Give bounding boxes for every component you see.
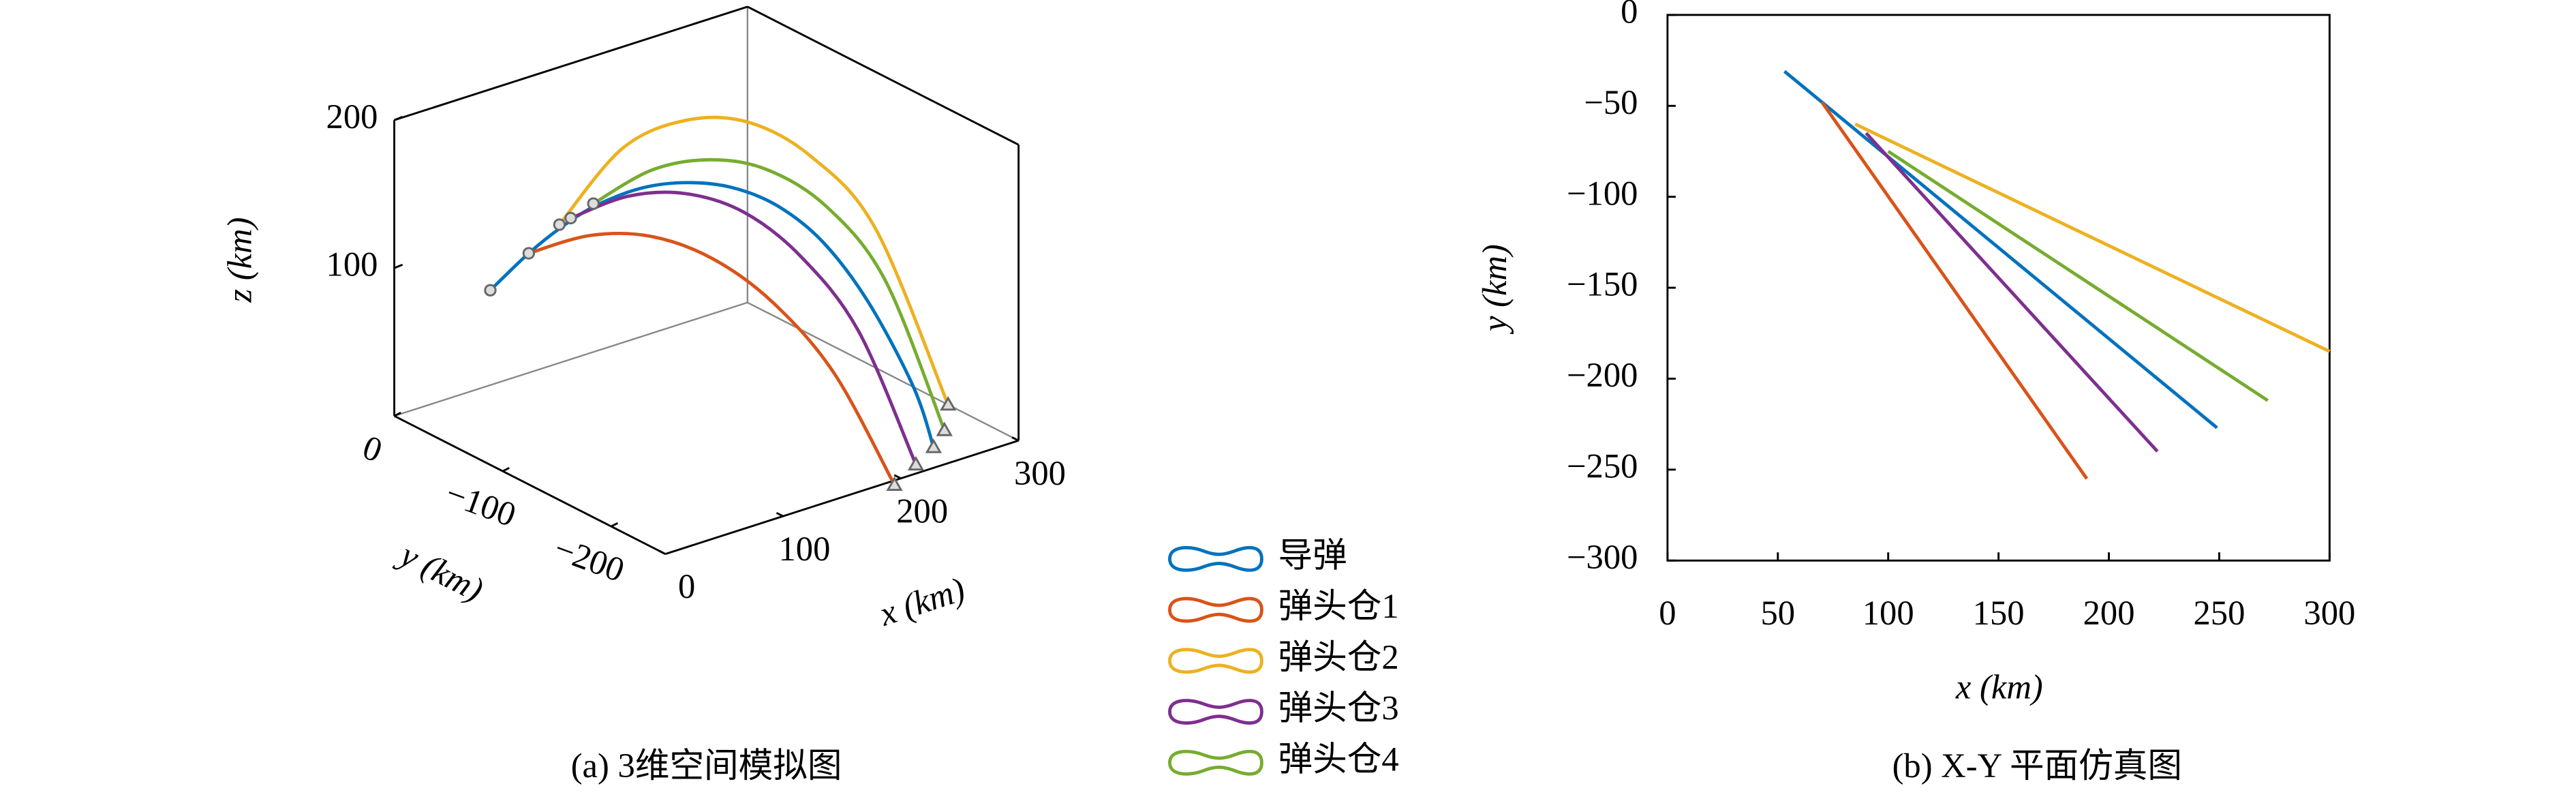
axis-line (747, 301, 1019, 442)
axis-line (747, 5, 1019, 146)
trajectory-xy (1865, 132, 2159, 453)
end-marker (936, 421, 953, 436)
legend-icon (1168, 749, 1263, 776)
y-tick-label: 0 (1621, 0, 1638, 31)
x-tick-label: 100 (1862, 594, 1914, 632)
end-marker (925, 438, 942, 453)
trajectory-xy (1887, 149, 2269, 402)
start-marker (564, 211, 577, 225)
legend-label: 弹头仓3 (1278, 689, 1399, 727)
trajectory (528, 231, 896, 486)
y-tick (611, 522, 619, 528)
end-marker (907, 455, 925, 471)
x-tick (1011, 436, 1019, 442)
y-tick (393, 411, 401, 417)
x-tick-label: 0 (1659, 594, 1676, 632)
z-tick-label: 200 (326, 97, 378, 136)
trajectory-xy (1820, 101, 2089, 480)
trajectory (592, 157, 947, 431)
x-tick-label: 50 (1760, 594, 1795, 632)
legend-label: 导弹 (1278, 536, 1347, 574)
start-marker (553, 218, 566, 231)
x-tick-label: 200 (896, 492, 948, 530)
x-tick (893, 474, 902, 480)
y-tick-label: −200 (549, 529, 629, 589)
trajectory-xy (1854, 122, 2331, 353)
legend-icon (1168, 597, 1263, 623)
axis-line (394, 301, 748, 417)
axis-line (393, 414, 666, 555)
end-marker (886, 476, 903, 491)
x-tick-label: 300 (1014, 454, 1066, 492)
y-tick-label: 0 (358, 427, 387, 469)
z-tick-label: 100 (326, 245, 378, 284)
x-tick-label: 100 (778, 530, 830, 568)
y-tick-label: −150 (1567, 265, 1638, 303)
x-tick-label: 0 (678, 567, 695, 605)
y-tick-label: −250 (1567, 447, 1638, 485)
axis-line (664, 439, 1019, 555)
y-tick-label: −200 (1567, 356, 1638, 394)
start-marker (587, 197, 600, 210)
legend-label: 弹头仓2 (1278, 638, 1399, 676)
axis-line (394, 5, 748, 121)
trajectory (558, 115, 950, 406)
start-marker (522, 247, 536, 260)
x-tick-label: 200 (2083, 594, 2135, 632)
legend-icon (1168, 648, 1263, 674)
end-marker (940, 396, 957, 411)
legend-label: 弹头仓1 (1278, 587, 1399, 625)
y-tick-label: −300 (1567, 538, 1638, 576)
plot-frame (1666, 14, 2331, 562)
y-tick-label: −100 (441, 474, 521, 534)
z-axis-label: z (km) (220, 217, 258, 303)
legend-icon (1168, 545, 1263, 572)
z-tick (394, 263, 403, 269)
x-tick-label: 150 (1973, 594, 2025, 632)
trajectory (570, 190, 918, 466)
legend-label: 弹头仓4 (1278, 740, 1399, 778)
start-marker (484, 284, 497, 297)
y-axis-label: y (km) (1475, 244, 1514, 335)
x-tick-label: 250 (2194, 594, 2245, 632)
caption-a: (a) 3维空间模拟图 (571, 747, 842, 785)
y-axis-label: y (km) (391, 534, 489, 609)
x-axis-label: x (km) (1955, 667, 2043, 706)
y-tick-label: −100 (1567, 174, 1638, 212)
z-tick (394, 116, 403, 121)
trajectory-xy (1783, 70, 2218, 429)
x-tick (776, 512, 784, 517)
y-tick-label: −50 (1584, 83, 1638, 121)
caption-b: (b) X-Y 平面仿真图 (1892, 747, 2182, 785)
x-tick-label: 300 (2303, 594, 2355, 632)
legend-icon (1168, 699, 1263, 725)
x-axis-label: x (km) (874, 570, 970, 633)
y-tick (502, 466, 510, 472)
x-tick (658, 549, 666, 555)
